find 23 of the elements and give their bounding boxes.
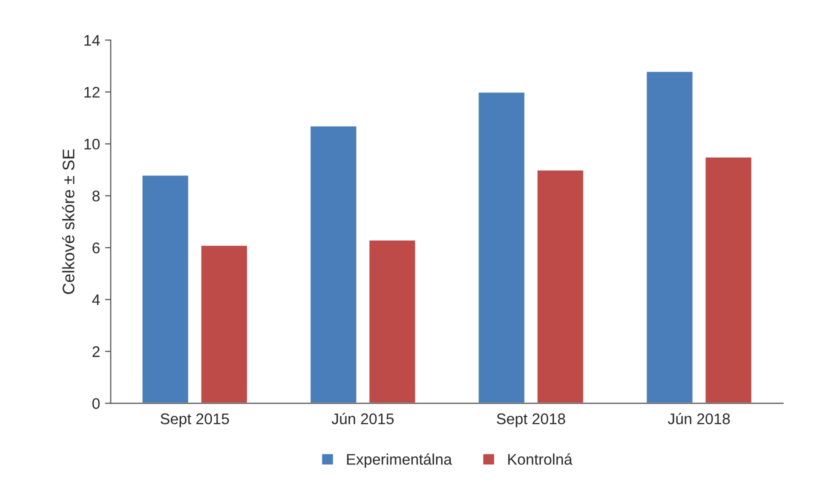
bar (141, 174, 190, 404)
legend-label: Experimentálna (347, 453, 452, 468)
y-tick-label: 12 (84, 86, 100, 98)
x-tick-label: Sept 2018 (496, 413, 566, 428)
x-tick-label: Sept 2015 (160, 413, 229, 428)
bar (477, 91, 526, 404)
y-tick-label: 10 (84, 138, 100, 150)
y-axis-title: Celkové skóre ± SE (62, 149, 74, 294)
bar (200, 244, 248, 404)
bar (368, 239, 416, 404)
y-tick-label: 14 (84, 35, 100, 46)
y-tick-label: 8 (92, 190, 100, 202)
legend-label: Kontrolná (508, 453, 572, 465)
bar (536, 169, 585, 404)
y-tick-label: 6 (92, 242, 100, 254)
y-tick-label: 2 (92, 346, 100, 357)
x-tick-label: Jún 2015 (332, 412, 394, 424)
bar (704, 156, 753, 404)
x-tick-label: Jún 2018 (668, 412, 730, 424)
y-tick-label: 4 (92, 294, 100, 306)
bar (645, 70, 694, 404)
y-tick-label: 0 (92, 398, 100, 409)
bar (309, 125, 358, 404)
